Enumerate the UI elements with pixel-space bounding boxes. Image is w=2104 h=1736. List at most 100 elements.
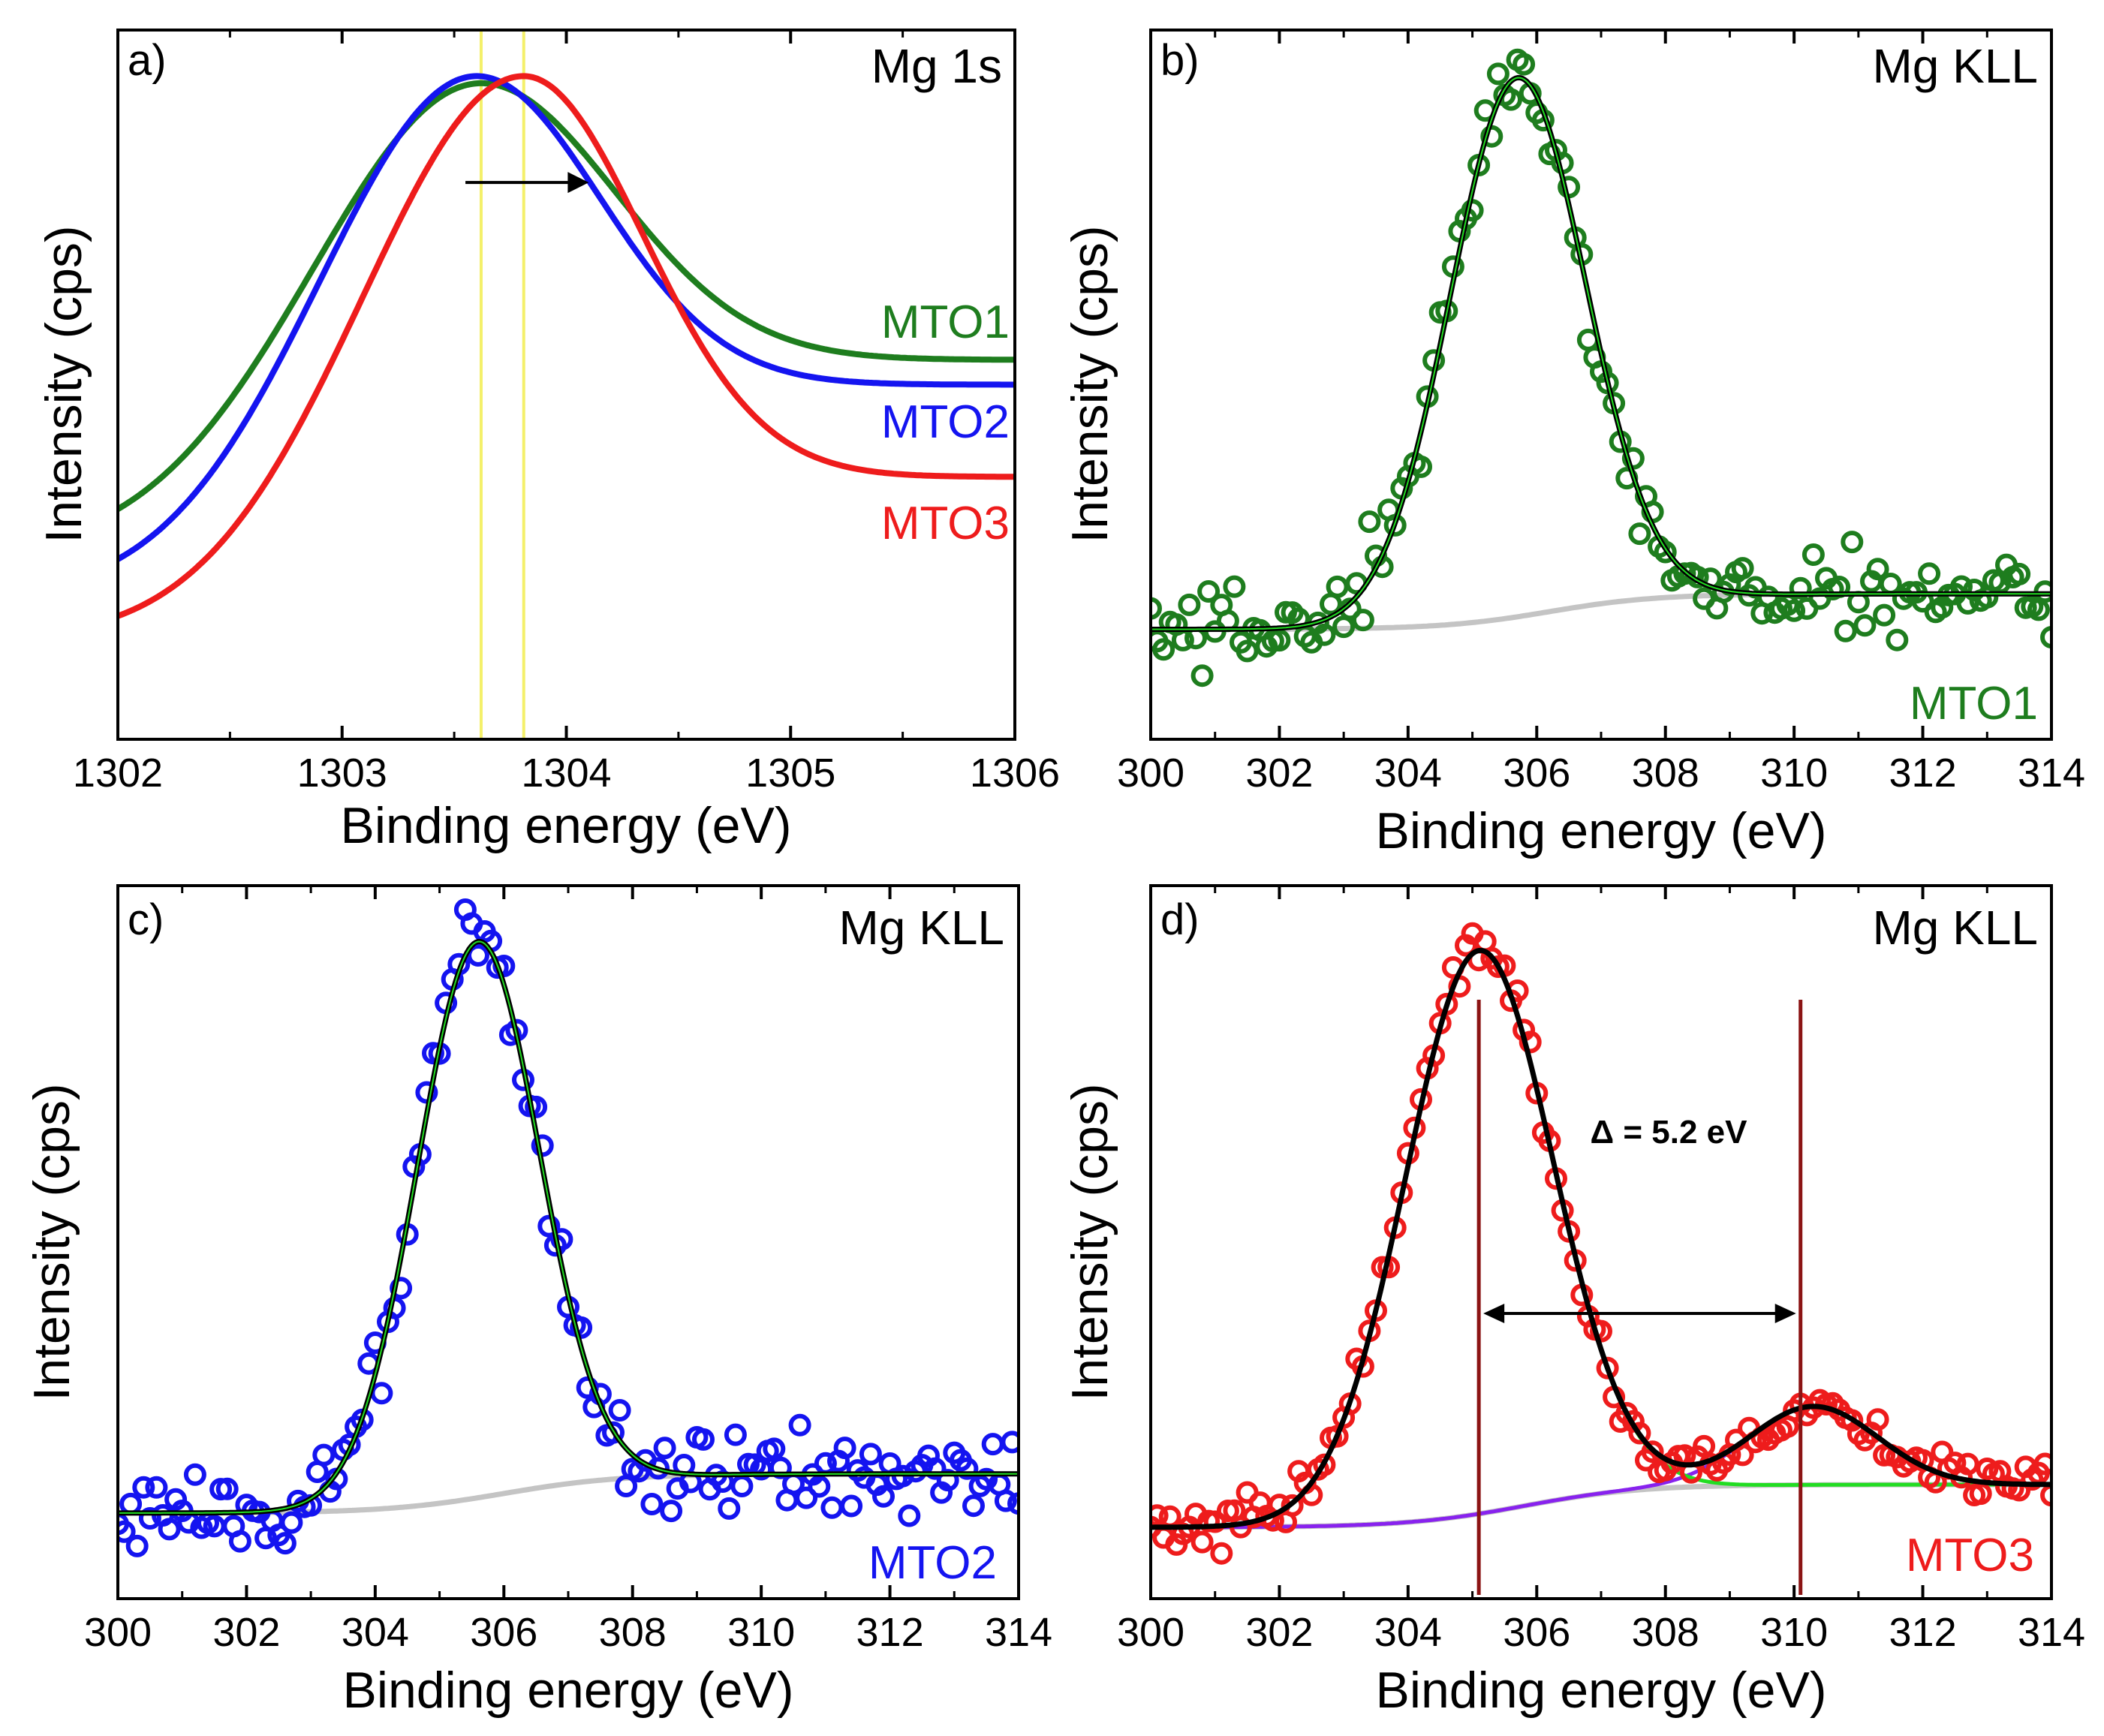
data-point bbox=[1866, 558, 1889, 581]
panel-b-letter: b) bbox=[1160, 36, 1199, 85]
data-point bbox=[1834, 619, 1857, 642]
data-point bbox=[923, 1457, 947, 1480]
data-point bbox=[1873, 603, 1896, 627]
delta-arrow-head-right bbox=[1774, 1304, 1796, 1323]
x-tick-label: 306 bbox=[470, 1610, 537, 1655]
data-point bbox=[228, 1530, 251, 1553]
data-point bbox=[956, 1457, 979, 1480]
x-tick-label: 312 bbox=[1889, 751, 1957, 796]
data-point bbox=[1236, 639, 1259, 663]
data-point bbox=[145, 1476, 168, 1499]
data-point bbox=[788, 1413, 811, 1437]
panel-a-xlabel: Binding energy (eV) bbox=[340, 797, 791, 854]
data-point bbox=[1281, 1494, 1304, 1517]
x-tick-label: 308 bbox=[1632, 751, 1699, 796]
series-line-mto1 bbox=[118, 80, 1015, 512]
x-tick-label: 1305 bbox=[745, 751, 835, 796]
data-point bbox=[1731, 557, 1754, 580]
data-point bbox=[994, 1489, 1017, 1512]
data-point bbox=[1628, 522, 1651, 546]
data-point bbox=[1654, 540, 1677, 564]
data-point bbox=[1789, 576, 1812, 600]
data-point bbox=[1486, 62, 1510, 86]
x-tick-label: 1302 bbox=[73, 751, 163, 796]
data-point bbox=[525, 1095, 548, 1118]
data-point bbox=[1223, 575, 1246, 598]
panel-c-plot bbox=[118, 898, 1019, 1557]
panel-a-letter: a) bbox=[128, 36, 167, 85]
data-point bbox=[1203, 1510, 1227, 1533]
panel-b-ylabel: Intensity (cps) bbox=[1061, 225, 1118, 543]
data-point bbox=[1313, 1453, 1336, 1476]
data-point bbox=[718, 1497, 741, 1520]
fit-envelope-line bbox=[1151, 947, 2051, 1530]
data-point bbox=[1313, 623, 1336, 646]
x-tick-label: 304 bbox=[342, 1610, 409, 1655]
panel-a-title: Mg 1s bbox=[871, 39, 1002, 93]
x-tick-label: 306 bbox=[1503, 751, 1570, 796]
x-tick-label: 302 bbox=[1245, 1610, 1313, 1655]
x-tick-label: 308 bbox=[1632, 1610, 1699, 1655]
panel-c-letter: c) bbox=[128, 895, 164, 944]
data-point bbox=[640, 1493, 664, 1515]
x-tick-label: 308 bbox=[599, 1610, 667, 1655]
panel-b-xlabel: Binding energy (eV) bbox=[1375, 802, 1826, 859]
data-point bbox=[859, 1443, 882, 1466]
data-point bbox=[660, 1500, 683, 1523]
data-point bbox=[1886, 628, 1909, 651]
data-point bbox=[1210, 1542, 1233, 1565]
x-tick-label: 314 bbox=[985, 1610, 1052, 1655]
data-point bbox=[602, 1421, 625, 1444]
x-tick-label: 302 bbox=[1245, 751, 1313, 796]
x-tick-label: 310 bbox=[727, 1610, 795, 1655]
data-point bbox=[608, 1399, 631, 1422]
x-tick-label: 1303 bbox=[297, 751, 387, 796]
panel-d-plot bbox=[1151, 922, 2051, 1595]
panel-b-sample-label: MTO1 bbox=[1910, 678, 2038, 730]
data-point bbox=[1641, 1440, 1664, 1464]
fit-inner-line bbox=[1151, 77, 2051, 630]
label-mto3: MTO3 bbox=[881, 498, 1010, 549]
x-tick-label: 304 bbox=[1374, 1610, 1442, 1655]
x-tick-label: 302 bbox=[212, 1610, 280, 1655]
data-point bbox=[1621, 447, 1645, 470]
data-point bbox=[467, 943, 489, 967]
data-point bbox=[1841, 531, 1864, 554]
x-tick-label: 300 bbox=[1117, 1610, 1184, 1655]
x-tick-label: 1304 bbox=[521, 751, 611, 796]
data-point bbox=[1268, 629, 1291, 652]
data-point bbox=[1197, 580, 1221, 603]
series-line-mto2 bbox=[118, 73, 1015, 562]
data-point bbox=[936, 1469, 959, 1492]
panel-d-letter: d) bbox=[1160, 895, 1199, 944]
data-point bbox=[1801, 543, 1825, 566]
data-point bbox=[1326, 1425, 1349, 1448]
data-point bbox=[763, 1437, 786, 1461]
x-tick-label: 300 bbox=[84, 1610, 152, 1655]
data-point bbox=[2040, 1484, 2051, 1507]
data-point bbox=[1969, 1482, 1992, 1506]
data-point bbox=[390, 1277, 413, 1300]
data-point bbox=[537, 1214, 561, 1238]
data-point bbox=[570, 1316, 593, 1339]
data-point bbox=[1853, 614, 1877, 637]
data-point bbox=[692, 1428, 715, 1451]
data-point bbox=[2008, 562, 2031, 585]
panel-c-sample-label: MTO2 bbox=[868, 1537, 997, 1589]
x-tick-label: 314 bbox=[2018, 1610, 2085, 1655]
data-point bbox=[833, 1437, 856, 1460]
data-point bbox=[132, 1476, 155, 1499]
plot-area bbox=[1151, 48, 2051, 687]
label-mto1: MTO1 bbox=[881, 296, 1010, 348]
delta-arrow-head-left bbox=[1483, 1304, 1505, 1323]
x-tick-label: 1306 bbox=[970, 751, 1060, 796]
data-point bbox=[1628, 1422, 1651, 1445]
x-tick-label: 304 bbox=[1374, 751, 1442, 796]
panel-a-plot bbox=[118, 30, 1015, 739]
data-point bbox=[2008, 1479, 2031, 1502]
series-line-mto3 bbox=[118, 73, 1015, 619]
data-point bbox=[125, 1534, 149, 1557]
data-point bbox=[1783, 599, 1806, 622]
data-point bbox=[1001, 1431, 1019, 1454]
